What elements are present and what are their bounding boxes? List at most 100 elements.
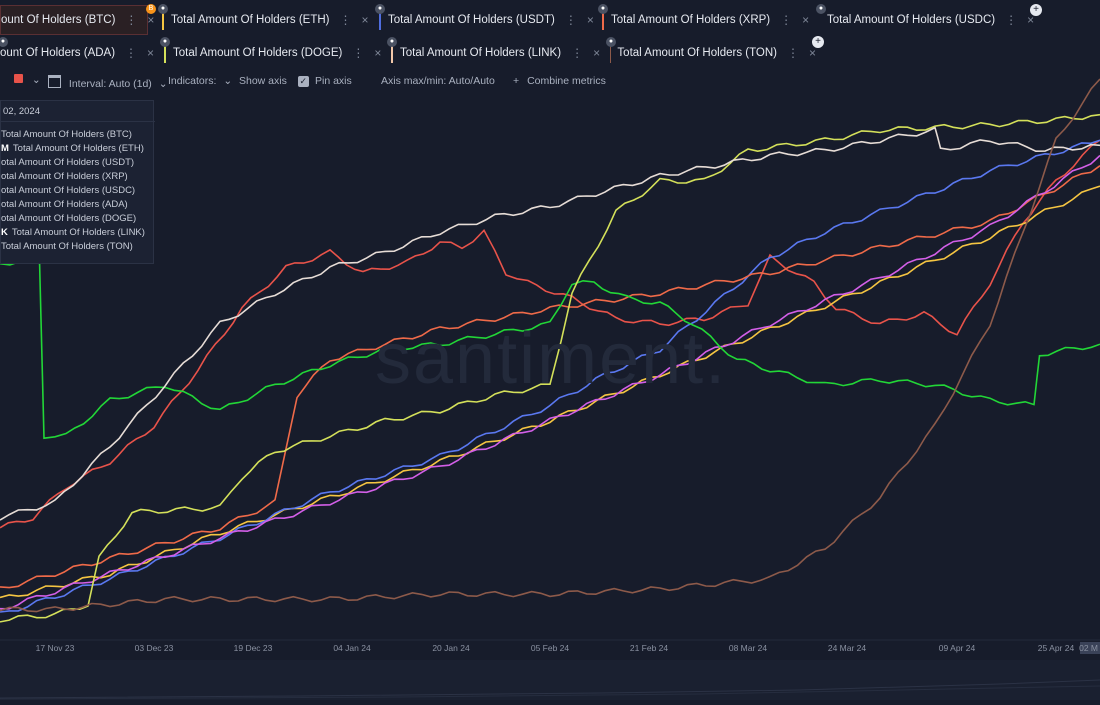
close-icon[interactable]: × [147,46,154,60]
tooltip-item: otal Amount Of Holders (ADA) [1,199,128,210]
tooltip-item: otal Amount Of Holders (XRP) [1,171,128,182]
interval-select[interactable]: Interval: Auto (1d) ⌄ [48,75,168,90]
combine-metrics-button[interactable]: + Combine metrics [513,75,606,87]
indicators-label: Indicators: [168,75,216,87]
metric-tab[interactable]: Total Amount Of Holders (USDC)⋮× [818,5,1028,35]
x-tick-label: 25 Apr 24 [1038,643,1075,653]
metric-tab-label: Total Amount Of Holders (TON) [617,47,777,59]
tooltip-item-label: otal Amount Of Holders (USDC) [1,185,135,196]
more-options-icon[interactable]: ⋮ [787,46,799,60]
chart-toolbar: ⌄ Interval: Auto (1d) ⌄ Indicators: ⌄ Sh… [0,72,1100,92]
x-tick-label: 21 Feb 24 [630,643,669,653]
add-metric-button[interactable]: + [1030,4,1042,16]
metric-tab[interactable]: Total Amount Of Holders (XRP) ⋮ × [600,5,814,35]
x-tick-label: 24 Mar 24 [828,643,867,653]
tooltip-item-label: otal Amount Of Holders (DOGE) [1,213,136,224]
metric-tab[interactable]: ount Of Holders (BTC)⋮× [0,5,148,35]
axis-maxmin-select[interactable]: Axis max/min: Auto/Auto [381,75,495,87]
more-options-icon[interactable]: ⋮ [125,46,137,60]
x-tick-label: 05 Feb 24 [531,643,570,653]
lock-icon: ● [816,4,826,14]
x-tick-label: 20 Jan 24 [432,643,470,653]
checkmark-icon: ✓ [298,76,309,87]
tooltip-item: Total Amount Of Holders (BTC) [1,129,132,140]
plus-icon: + [513,75,519,87]
metric-tab-label: Total Amount Of Holders (USDT) [388,14,555,26]
metric-tab[interactable]: Total Amount Of Holders (TON) ⋮ × [608,38,816,68]
tooltip-item: otal Amount Of Holders (USDC) [1,185,135,196]
lock-icon: ● [160,37,170,47]
more-options-icon[interactable]: ⋮ [780,13,792,27]
x-tick-label: 02 M [1079,643,1098,653]
calendar-icon [48,75,61,88]
metric-tab[interactable]: Total Amount Of Holders (DOGE) ⋮ × [162,38,382,68]
show-axis-label: Show axis [239,75,287,87]
metric-tab-label: Total Amount Of Holders (ETH) [171,14,330,26]
close-icon[interactable]: × [809,46,816,60]
metric-tab[interactable]: ount Of Holders (ADA)⋮× [0,38,150,68]
metric-tab[interactable]: Total Amount Of Holders (USDT) ⋮ × [377,5,595,35]
tooltip-item: otal Amount Of Holders (USDT) [1,157,134,168]
x-tick-label: 17 Nov 23 [36,643,75,653]
close-icon[interactable]: × [374,46,381,60]
combine-metrics-label: Combine metrics [527,75,606,87]
metric-tab-label: Total Amount Of Holders (LINK) [400,47,561,59]
pin-axis-toggle[interactable]: Pin axis [315,75,352,87]
close-icon[interactable]: × [147,13,154,27]
pin-axis-label: Pin axis [315,75,352,87]
lock-icon: ● [598,4,608,14]
add-metric-button[interactable]: + [812,36,824,48]
show-axis-toggle[interactable]: Show axis ✓ [239,75,309,87]
tooltip-date: 02, 2024 [1,105,155,122]
tooltip-item-label: Total Amount Of Holders (BTC) [1,129,132,140]
tooltip-item: otal Amount Of Holders (DOGE) [1,213,136,224]
color-swatch-icon [14,74,23,83]
tooltip-item: M Total Amount Of Holders (ETH) [1,143,144,154]
metric-tab-label: ount Of Holders (ADA) [0,47,115,59]
chevron-down-icon: ⌄ [223,75,232,87]
metric-tab-label: Total Amount Of Holders (XRP) [611,14,770,26]
tooltip-item-label: otal Amount Of Holders (XRP) [1,171,128,182]
santiment-watermark: santiment. [375,318,727,400]
tooltip-item-label: otal Amount Of Holders (ADA) [1,199,128,210]
lock-icon: ● [375,4,385,14]
more-options-icon[interactable]: ⋮ [1005,13,1017,27]
axis-maxmin-label: Axis max/min: Auto/Auto [381,75,495,87]
more-options-icon[interactable]: ⋮ [352,46,364,60]
tooltip-item: Total Amount Of Holders (TON) [1,241,133,252]
more-options-icon[interactable]: ⋮ [125,13,137,27]
tooltip-item-value: K [1,227,8,238]
chevron-down-icon: ⌄ [32,74,41,86]
close-icon[interactable]: × [587,13,594,27]
metric-tab-label: Total Amount Of Holders (DOGE) [173,47,342,59]
x-tick-label: 09 Apr 24 [939,643,976,653]
x-tick-label: 03 Dec 23 [135,643,174,653]
close-icon[interactable]: × [362,13,369,27]
color-picker-button[interactable]: ⌄ [14,74,41,86]
close-icon[interactable]: × [593,46,600,60]
x-tick-label: 04 Jan 24 [333,643,371,653]
timeline-navigator[interactable] [0,660,1100,700]
interval-label: Interval: Auto (1d) [69,78,152,90]
lock-icon: ● [158,4,168,14]
metric-tab[interactable]: Total Amount Of Holders (LINK) ⋮ × [389,38,603,68]
coin-badge-icon: B [146,4,156,14]
chevron-down-icon: ⌄ [159,78,168,90]
x-tick-label: 08 Mar 24 [729,643,768,653]
lock-icon: ● [387,37,397,47]
tooltip-item-label: Total Amount Of Holders (TON) [1,241,133,252]
more-options-icon[interactable]: ⋮ [571,46,583,60]
close-icon[interactable]: × [802,13,809,27]
metric-tab-label: ount Of Holders (BTC) [1,14,115,26]
indicators-select[interactable]: Indicators: ⌄ [168,75,232,87]
tooltip-item-label: Total Amount Of Holders (ETH) [13,143,144,154]
metric-tab-label: Total Amount Of Holders (USDC) [827,14,995,26]
x-tick-label: 19 Dec 23 [234,643,273,653]
tooltip-item-value: M [1,143,9,154]
navigator-preview [0,660,1100,700]
metric-tab[interactable]: Total Amount Of Holders (ETH) ⋮ × [160,5,372,35]
more-options-icon[interactable]: ⋮ [565,13,577,27]
lock-icon: ● [606,37,616,47]
more-options-icon[interactable]: ⋮ [340,13,352,27]
